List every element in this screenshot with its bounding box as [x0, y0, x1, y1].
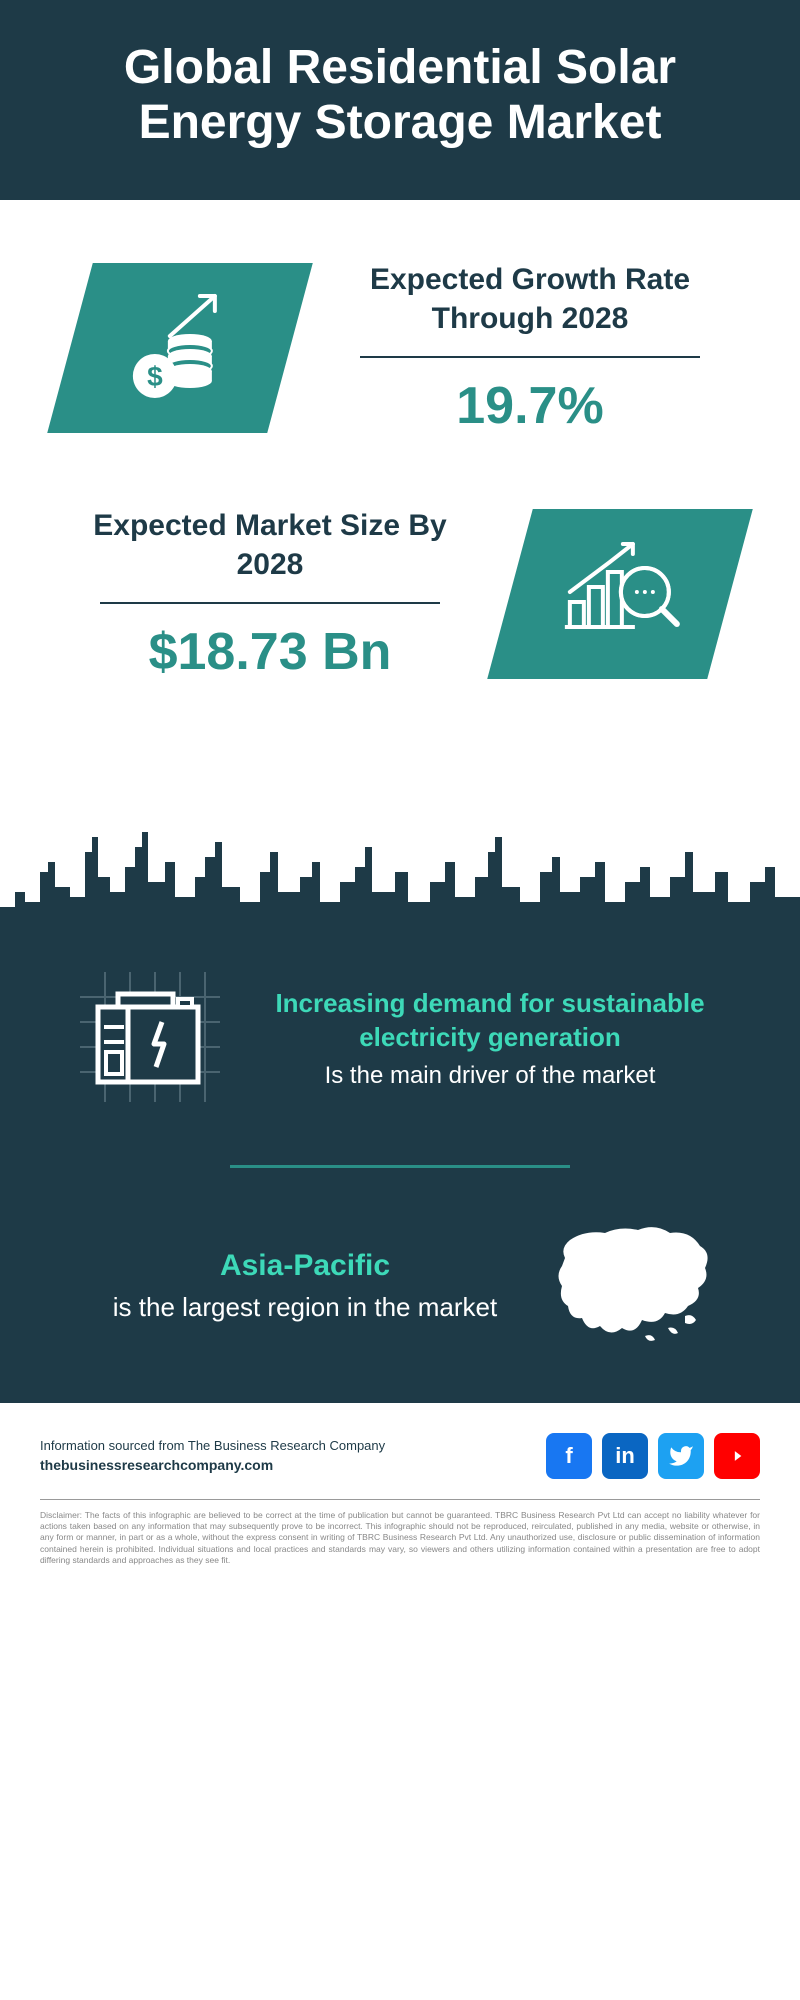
disclaimer-text: Disclaimer: The facts of this infographi… — [40, 1510, 760, 1565]
youtube-icon[interactable] — [714, 1433, 760, 1479]
divider — [100, 602, 440, 604]
source-line1: Information sourced from The Business Re… — [40, 1437, 385, 1455]
stats-section: $ Expected Growth Rate Through 2028 19.7… — [0, 200, 800, 792]
disclaimer-divider — [40, 1499, 760, 1500]
source-line2: thebusinessresearchcompany.com — [40, 1456, 385, 1476]
money-growth-icon: $ — [120, 286, 240, 411]
growth-label: Expected Growth Rate Through 2028 — [330, 260, 730, 338]
dark-section: Increasing demand for sustainable electr… — [0, 792, 800, 1403]
divider — [360, 356, 700, 358]
region-text: Asia-Pacific is the largest region in th… — [100, 1246, 510, 1325]
driver-text: Increasing demand for sustainable electr… — [250, 987, 730, 1092]
market-size-row: Expected Market Size By 2028 $18.73 Bn — [70, 506, 730, 682]
header-banner: Global Residential Solar Energy Storage … — [0, 0, 800, 200]
twitter-icon[interactable] — [658, 1433, 704, 1479]
social-icons: f in — [546, 1433, 760, 1479]
driver-highlight: Increasing demand for sustainable electr… — [250, 987, 730, 1055]
linkedin-icon[interactable]: in — [602, 1433, 648, 1479]
market-value: $18.73 Bn — [70, 622, 470, 682]
footer: Information sourced from The Business Re… — [0, 1403, 800, 1585]
growth-rate-row: $ Expected Growth Rate Through 2028 19.7… — [70, 260, 730, 436]
growth-icon-shape: $ — [47, 263, 313, 433]
generator-icon — [80, 972, 220, 1107]
asia-map-icon — [550, 1218, 720, 1353]
chart-analysis-icon — [555, 532, 685, 657]
market-text-block: Expected Market Size By 2028 $18.73 Bn — [70, 506, 470, 682]
teal-divider — [230, 1165, 570, 1168]
region-highlight: Asia-Pacific — [100, 1246, 510, 1285]
growth-text-block: Expected Growth Rate Through 2028 19.7% — [330, 260, 730, 436]
svg-text:$: $ — [147, 361, 163, 392]
page-title: Global Residential Solar Energy Storage … — [80, 40, 720, 150]
driver-block: Increasing demand for sustainable electr… — [0, 942, 800, 1137]
source-text: Information sourced from The Business Re… — [40, 1437, 385, 1475]
region-block: Asia-Pacific is the largest region in th… — [0, 1218, 800, 1353]
market-icon-shape — [487, 509, 753, 679]
driver-subtext: Is the main driver of the market — [250, 1059, 730, 1093]
growth-value: 19.7% — [330, 376, 730, 436]
skyline-graphic — [0, 792, 800, 942]
footer-top: Information sourced from The Business Re… — [40, 1433, 760, 1479]
market-label: Expected Market Size By 2028 — [70, 506, 470, 584]
facebook-icon[interactable]: f — [546, 1433, 592, 1479]
region-subtext: is the largest region in the market — [100, 1289, 510, 1325]
